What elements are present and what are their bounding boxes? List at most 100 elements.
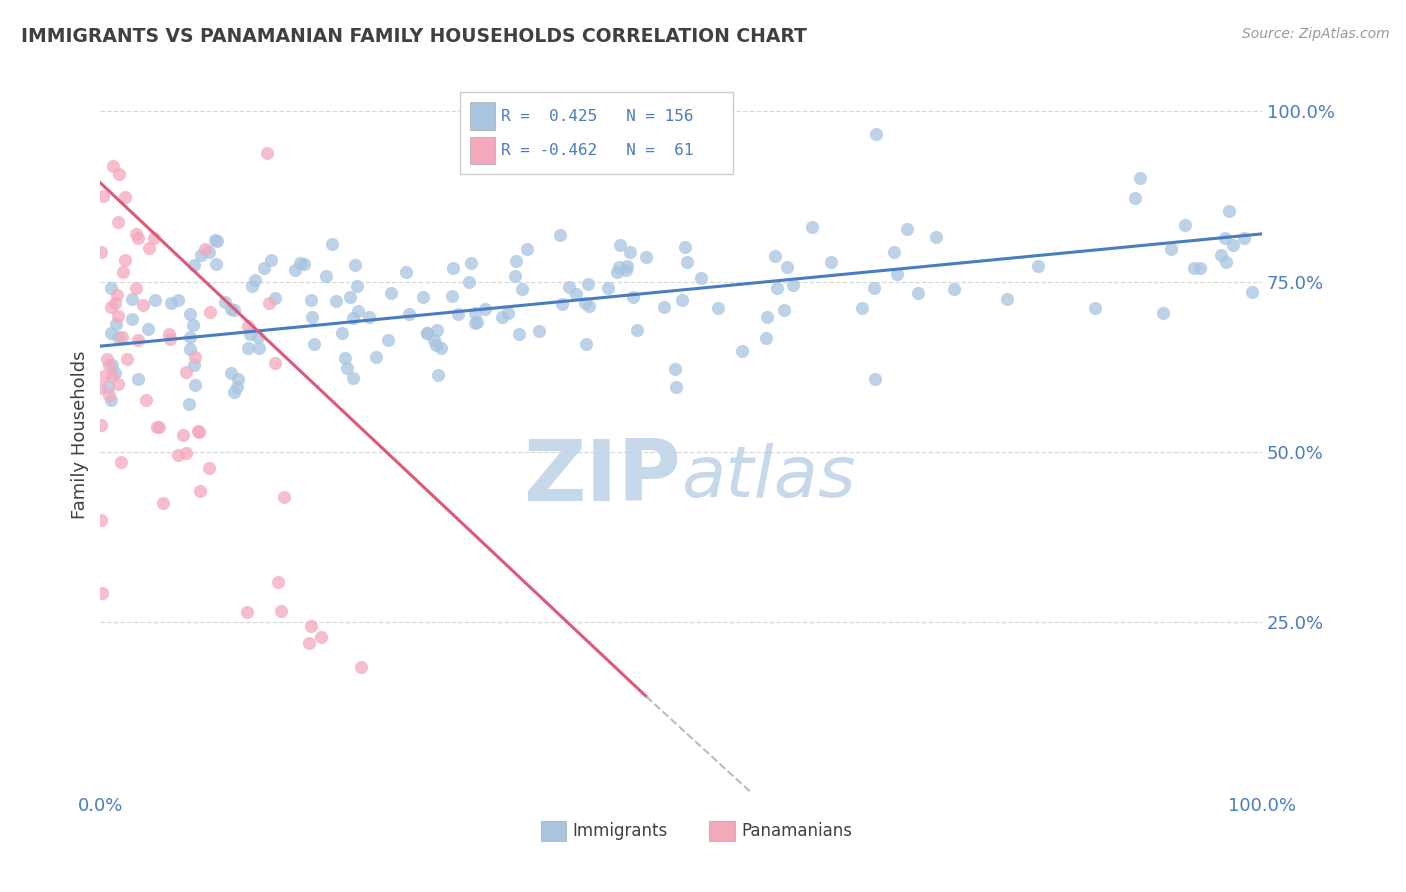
Point [346, 279, 368, 293]
Point [288, 256, 311, 270]
Point [426, 323, 449, 337]
Point [238, 318, 260, 333]
Point [339, 290, 361, 304]
Point [100, 358, 122, 372]
Point [315, 269, 337, 284]
Point [107, 330, 129, 344]
Bar [470, 103, 495, 129]
Point [96, 351, 118, 366]
Point [491, 310, 513, 324]
Point [114, 253, 136, 268]
Point [896, 222, 918, 236]
Point [820, 254, 842, 268]
Point [256, 146, 278, 161]
Point [415, 326, 437, 341]
Point [114, 189, 136, 203]
Point [100, 281, 122, 295]
Point [430, 341, 453, 355]
Point [188, 484, 211, 499]
Point [247, 330, 270, 344]
Point [652, 301, 675, 315]
Point [204, 233, 226, 247]
Point [664, 362, 686, 376]
Point [1152, 306, 1174, 320]
Point [609, 260, 631, 275]
Point [222, 385, 245, 400]
Point [97, 359, 120, 373]
Point [90, 513, 112, 527]
Point [416, 326, 439, 340]
Point [557, 279, 579, 293]
Point [197, 460, 219, 475]
Point [273, 490, 295, 504]
Point [264, 291, 287, 305]
Point [342, 311, 364, 326]
Y-axis label: Family Households: Family Households [72, 351, 89, 519]
Point [309, 630, 332, 644]
Point [614, 263, 637, 277]
Point [89, 381, 111, 395]
Point [1222, 238, 1244, 252]
Point [184, 377, 207, 392]
Point [179, 330, 201, 344]
Point [166, 448, 188, 462]
Point [157, 327, 180, 342]
Point [675, 255, 697, 269]
Point [496, 306, 519, 320]
Point [550, 227, 572, 242]
Point [359, 310, 381, 325]
Point [505, 254, 527, 268]
Point [1160, 243, 1182, 257]
Point [690, 271, 713, 285]
Point [412, 290, 434, 304]
Point [177, 397, 200, 411]
Point [574, 296, 596, 310]
Point [865, 128, 887, 142]
Point [464, 306, 486, 320]
Point [380, 285, 402, 300]
Point [508, 326, 530, 341]
Point [121, 312, 143, 326]
Text: Panamanians: Panamanians [741, 822, 852, 840]
Point [673, 240, 696, 254]
Point [364, 350, 387, 364]
Point [565, 287, 588, 301]
Point [143, 231, 166, 245]
Point [97, 380, 120, 394]
Point [219, 366, 242, 380]
Point [125, 227, 148, 241]
Point [226, 380, 249, 394]
Point [512, 282, 534, 296]
Point [179, 307, 201, 321]
Point [336, 361, 359, 376]
Point [665, 380, 688, 394]
Point [127, 371, 149, 385]
Point [152, 495, 174, 509]
Point [174, 446, 197, 460]
Point [395, 265, 418, 279]
Point [236, 605, 259, 619]
Point [135, 393, 157, 408]
Point [172, 427, 194, 442]
Point [264, 356, 287, 370]
Point [190, 248, 212, 262]
Point [851, 301, 873, 315]
Point [205, 257, 228, 271]
Text: Immigrants: Immigrants [572, 822, 668, 840]
Point [636, 250, 658, 264]
Point [100, 326, 122, 341]
Point [299, 619, 322, 633]
Point [198, 304, 221, 318]
Bar [470, 136, 495, 164]
Point [138, 242, 160, 256]
Point [302, 337, 325, 351]
Point [422, 333, 444, 347]
Point [707, 301, 730, 315]
Text: IMMIGRANTS VS PANAMANIAN FAMILY HOUSEHOLDS CORRELATION CHART: IMMIGRANTS VS PANAMANIAN FAMILY HOUSEHOL… [21, 27, 807, 45]
Point [240, 279, 263, 293]
Point [377, 334, 399, 348]
Text: R = -0.462   N =  61: R = -0.462 N = 61 [501, 143, 693, 158]
Point [621, 290, 644, 304]
Point [1129, 170, 1152, 185]
Point [775, 260, 797, 274]
